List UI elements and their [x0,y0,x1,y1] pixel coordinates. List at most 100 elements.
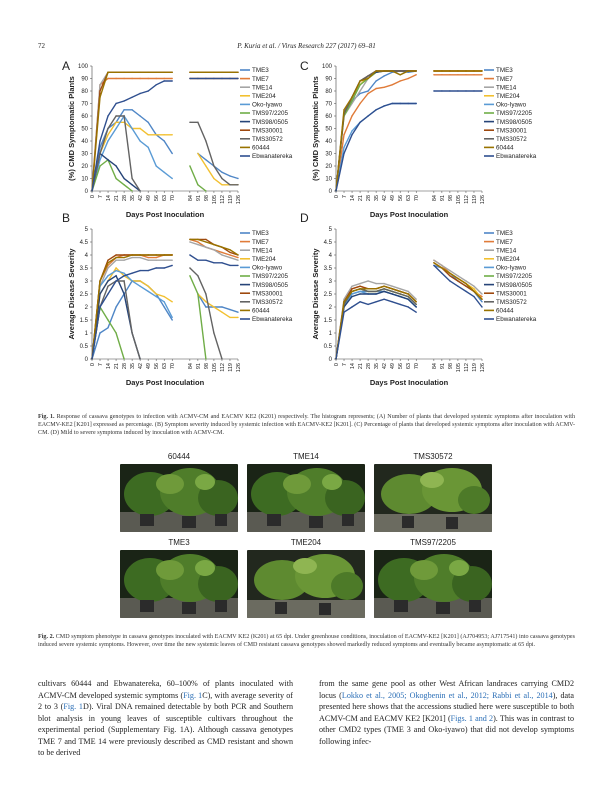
x-tick-label: 56 [154,195,160,201]
series-ebwanatereka [335,264,483,360]
x-tick-label: 105 [212,363,218,372]
y-tick-label: 3.5 [324,266,333,272]
legend-label: TME3 [496,230,513,237]
x-tick-label: 105 [456,195,462,204]
y-tick-label: 50 [325,127,332,133]
y-tick-label: 90 [325,77,332,83]
series-tme3 [335,264,483,360]
x-tick-label: 35 [374,363,380,369]
y-tick-label: 40 [325,139,332,145]
y-tick-label: 20 [81,164,88,170]
x-tick-label: 112 [464,195,470,204]
photo-label-tme204: TME204 [290,538,322,547]
series-line [189,241,239,261]
x-tick-label: 14 [350,363,356,369]
y-tick-label: 0.5 [324,344,333,350]
legend-label: 60444 [252,145,270,152]
legend-label: TME204 [496,256,520,263]
figure-link[interactable]: Figs. 1 and 2 [450,713,494,723]
x-tick-label: 42 [138,195,144,201]
series-oko-iyawo [91,114,173,192]
x-tick-label: 105 [212,195,218,204]
y-tick-label: 5 [329,227,333,233]
x-tick-label: 98 [204,195,210,201]
x-tick-label: 42 [382,195,388,201]
series-line [189,267,223,360]
y-tick-label: 2 [85,305,89,311]
x-tick-label: 84 [432,195,438,201]
x-tick-label: 14 [106,195,112,201]
legend-label: Ebwanatereka [252,316,293,323]
y-tick-label: 4.5 [80,240,89,246]
series-line [197,152,239,180]
x-tick-label: 0 [90,195,96,198]
series-line [335,285,417,360]
panel-letter: D [300,211,309,225]
y-tick-label: 1 [329,331,333,337]
figure-2-photos: 60444 TME14 TMS30572 TME3 TME204 TMS97/2… [120,452,492,630]
legend-label: TME14 [496,84,517,91]
figure-link[interactable]: Fig. 1 [63,702,83,711]
y-tick-label: 10 [325,177,332,183]
x-tick-label: 119 [228,363,234,372]
y-tick-label: 1 [85,331,89,337]
series-line [91,256,173,360]
x-tick-label: 49 [146,363,152,369]
reference-link[interactable]: Lokko et al., 2005; Okogbenin et al., 20… [341,690,553,700]
x-axis-label: Days Post Inoculation [126,210,205,219]
legend-label: TME3 [252,67,269,74]
body-column-right: from the same gene pool as other West Af… [319,678,574,747]
plant-photo-tms97-2205 [374,550,492,618]
legend-label: TMS30001 [252,290,283,297]
x-tick-label: 35 [130,195,136,201]
figure-link[interactable]: Fig. 1 [183,690,203,700]
x-tick-label: 7 [98,363,104,366]
legend-label: 60444 [496,145,514,152]
y-tick-label: 0 [329,357,333,363]
series-tme204 [335,70,483,192]
x-tick-label: 91 [196,195,202,201]
x-tick-label: 84 [432,363,438,369]
y-tick-label: 1.5 [80,318,89,324]
x-tick-label: 119 [228,195,234,204]
x-tick-label: 70 [170,195,176,201]
y-tick-label: 50 [81,127,88,133]
photo-label-tms97-2205: TMS97/2205 [410,538,456,547]
legend-label: TME3 [496,67,513,74]
x-tick-label: 56 [154,363,160,369]
y-tick-label: 20 [325,164,332,170]
plant-photo-tme14 [247,464,365,532]
y-axis-label: Average Disease Severity [311,248,320,340]
legend-label: TME14 [496,247,517,254]
x-tick-label: 35 [374,195,380,201]
legend-label: TMS97/2205 [496,273,533,280]
legend-label: Oko-Iyawo [252,102,283,109]
y-tick-label: 2 [329,305,333,311]
x-tick-label: 70 [414,195,420,201]
y-tick-label: 1.5 [324,318,333,324]
y-tick-label: 70 [325,102,332,108]
y-tick-label: 3.5 [80,266,89,272]
x-tick-label: 126 [236,195,242,204]
y-axis-label: Average Disease Severity [67,248,76,340]
figure-1-caption-text: Response of cassava genotypes to infecti… [38,414,575,436]
x-tick-label: 119 [472,195,478,204]
panel-letter: B [62,211,70,225]
x-tick-label: 49 [390,195,396,201]
legend-label: TMS98/0505 [496,119,533,126]
x-tick-label: 98 [204,363,210,369]
photo-label-tms30572: TMS30572 [413,452,453,461]
x-tick-label: 28 [366,195,372,201]
y-tick-label: 0 [329,189,333,195]
legend-label: TMS30572 [496,299,527,306]
legend-label: TME7 [252,239,269,246]
photo-label-tme14: TME14 [293,452,319,461]
x-tick-label: 105 [456,363,462,372]
legend-label: Ebwanatereka [496,316,537,323]
x-tick-label: 21 [114,195,120,201]
series-tme3 [91,280,239,360]
series-line [197,293,239,313]
x-tick-label: 98 [448,195,454,201]
series-tms30572 [335,288,417,360]
series-line [335,290,417,360]
